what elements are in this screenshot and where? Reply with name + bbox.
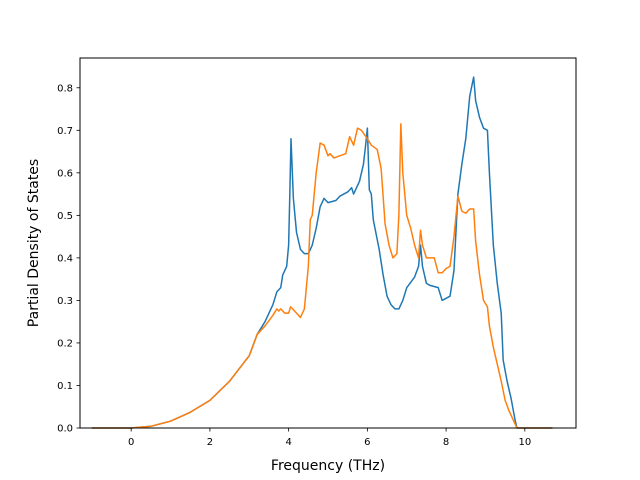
y-tick-label: 0.3 — [57, 296, 73, 307]
x-tick-label: 4 — [285, 437, 291, 448]
x-tick-label: 6 — [364, 437, 370, 448]
x-axis-ticks: 0 2 4 6 8 10 — [128, 428, 531, 448]
y-tick-label: 0.5 — [57, 211, 73, 222]
y-axis-ticks: 0.0 0.1 0.2 0.3 0.4 0.5 0.6 0.7 0.8 — [57, 83, 80, 435]
y-tick-label: 0.0 — [57, 424, 73, 435]
x-tick-label: 2 — [207, 437, 213, 448]
x-tick-label: 10 — [518, 437, 531, 448]
plot-frame — [79, 57, 577, 429]
y-tick-label: 0.8 — [57, 83, 73, 94]
y-tick-label: 0.4 — [57, 253, 73, 264]
y-tick-label: 0.6 — [57, 168, 73, 179]
x-tick-label: 8 — [443, 437, 449, 448]
series-line-1 — [91, 76, 553, 429]
y-axis-label: Partial Density of States — [26, 159, 42, 327]
series-line-2 — [91, 123, 553, 429]
y-tick-label: 0.7 — [57, 126, 73, 137]
series-layer — [91, 76, 553, 429]
y-tick-label: 0.1 — [57, 381, 73, 392]
x-axis-label: Frequency (THz) — [271, 458, 385, 474]
x-tick-label: 0 — [128, 437, 134, 448]
y-tick-label: 0.2 — [57, 338, 73, 349]
